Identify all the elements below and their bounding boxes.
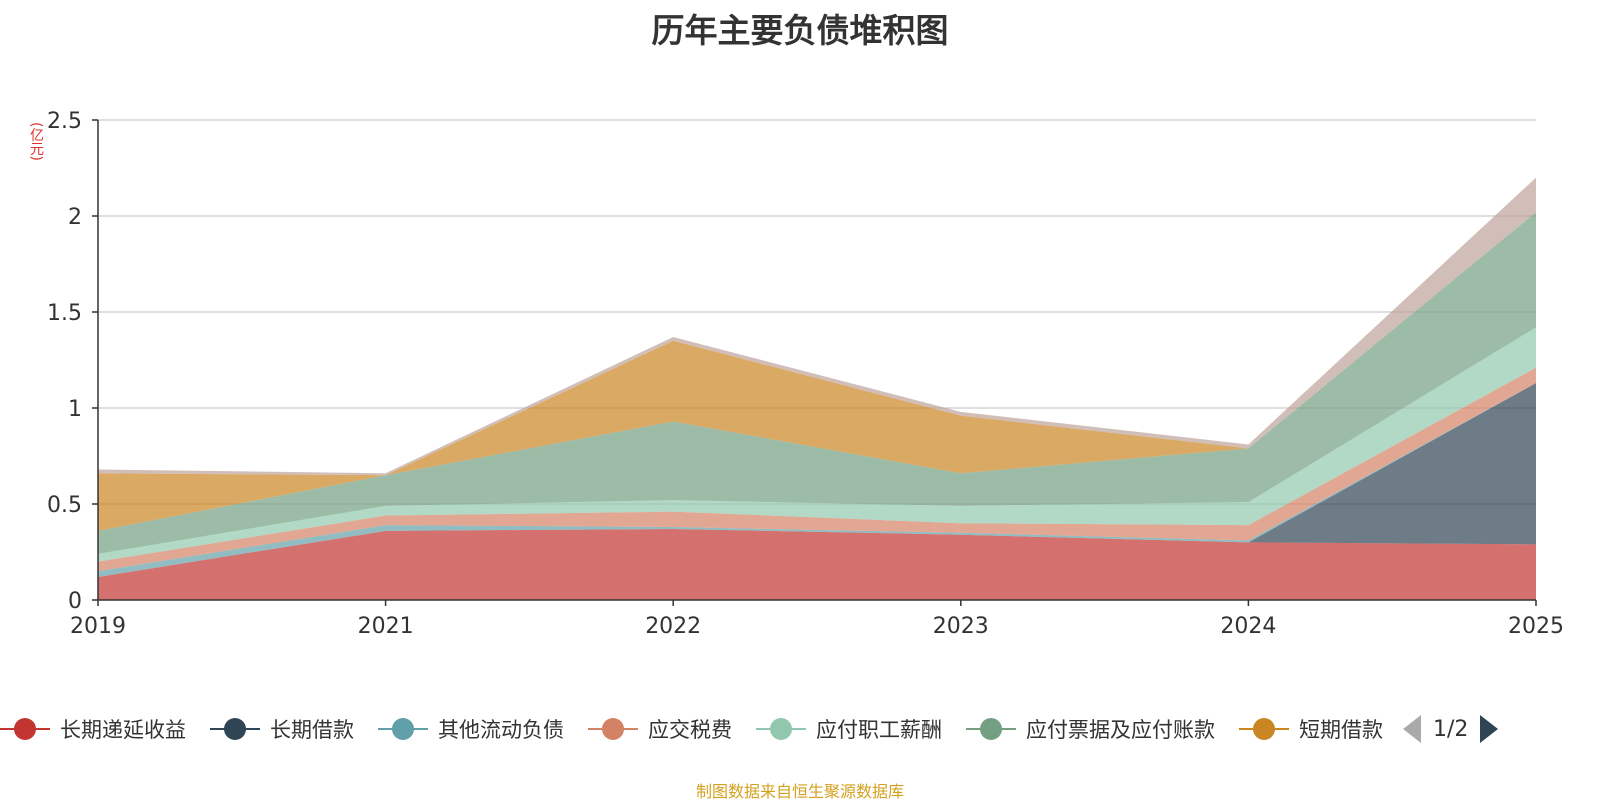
- x-tick-label-3: 2023: [933, 614, 989, 639]
- x-tick-label-0: 2019: [70, 614, 126, 639]
- legend-label: 应付票据及应付账款: [1026, 718, 1215, 742]
- x-tick-label-4: 2024: [1220, 614, 1276, 639]
- area-series-6: [98, 212, 1536, 531]
- area-series-2: [98, 383, 1536, 577]
- area-series-4: [98, 327, 1536, 562]
- legend-marker-icon: [1239, 717, 1289, 741]
- x-tick-label-1: 2021: [358, 614, 414, 639]
- stacked-area-chart: 0 0.5 1 1.5 2 2.5 2019 2021 2022 2023 2024 2025: [47, 109, 1564, 639]
- data-source-note: 制图数据来自恒生聚源数据库: [695, 782, 904, 801]
- legend-marker-icon: [756, 717, 806, 741]
- legend-item-2[interactable]: 其他流动负债: [378, 714, 564, 744]
- area-series-5: [98, 212, 1536, 554]
- y-tick-label-0: 0: [68, 589, 82, 614]
- legend-item-1[interactable]: 长期借款: [210, 714, 354, 744]
- legend-label: 应交税费: [648, 718, 732, 742]
- y-axis-unit-label: (亿元): [28, 122, 44, 161]
- legend-marker-icon: [588, 717, 638, 741]
- legend-marker-icon: [966, 717, 1016, 741]
- y-tick-label-2: 1: [68, 397, 82, 422]
- legend-label: 其他流动负债: [438, 718, 564, 742]
- area-series-0: [98, 528, 1536, 600]
- legend-prev-page-icon[interactable]: [1403, 715, 1421, 743]
- legend-item-0[interactable]: 长期递延收益: [0, 714, 186, 744]
- legend-marker-icon: [378, 717, 428, 741]
- area-series-layer: [98, 177, 1536, 600]
- legend-label: 长期递延收益: [60, 718, 186, 742]
- chart-title: 历年主要负债堆积图: [651, 11, 949, 50]
- legend-label: 长期借款: [270, 718, 354, 742]
- axes: 0 0.5 1 1.5 2 2.5 2019 2021 2022 2023 2024 2025: [47, 109, 1564, 639]
- y-tick-label-1: 0.5: [47, 493, 82, 518]
- y-tick-label-4: 2: [68, 205, 82, 230]
- legend-item-4[interactable]: 应付职工薪酬: [756, 714, 942, 744]
- legend-label: 应付职工薪酬: [816, 718, 942, 742]
- area-series-3: [98, 367, 1536, 572]
- y-tick-label-5: 2.5: [47, 109, 82, 134]
- x-tick-label-5: 2025: [1508, 614, 1564, 639]
- legend-items: 长期递延收益 长期借款 其他流动负债 应交税费 应付职工薪酬 应付票据及应付账款 短期借款: [0, 714, 1407, 744]
- legend-next-page-icon[interactable]: [1480, 715, 1499, 743]
- legend-pager: 1/2: [1403, 715, 1499, 743]
- legend-item-6[interactable]: 短期借款: [1239, 714, 1383, 744]
- legend-label: 短期借款: [1299, 718, 1383, 742]
- y-tick-label-3: 1.5: [47, 301, 82, 326]
- x-tick-label-2: 2022: [645, 614, 701, 639]
- legend: 长期递延收益 长期借款 其他流动负债 应交税费 应付职工薪酬 应付票据及应付账款 短期借款 …: [0, 712, 1600, 746]
- legend-page-indicator: 1/2: [1433, 716, 1469, 742]
- legend-item-3[interactable]: 应交税费: [588, 714, 732, 744]
- legend-marker-icon: [0, 717, 50, 741]
- legend-item-5[interactable]: 应付票据及应付账款: [966, 714, 1215, 744]
- legend-marker-icon: [210, 717, 260, 741]
